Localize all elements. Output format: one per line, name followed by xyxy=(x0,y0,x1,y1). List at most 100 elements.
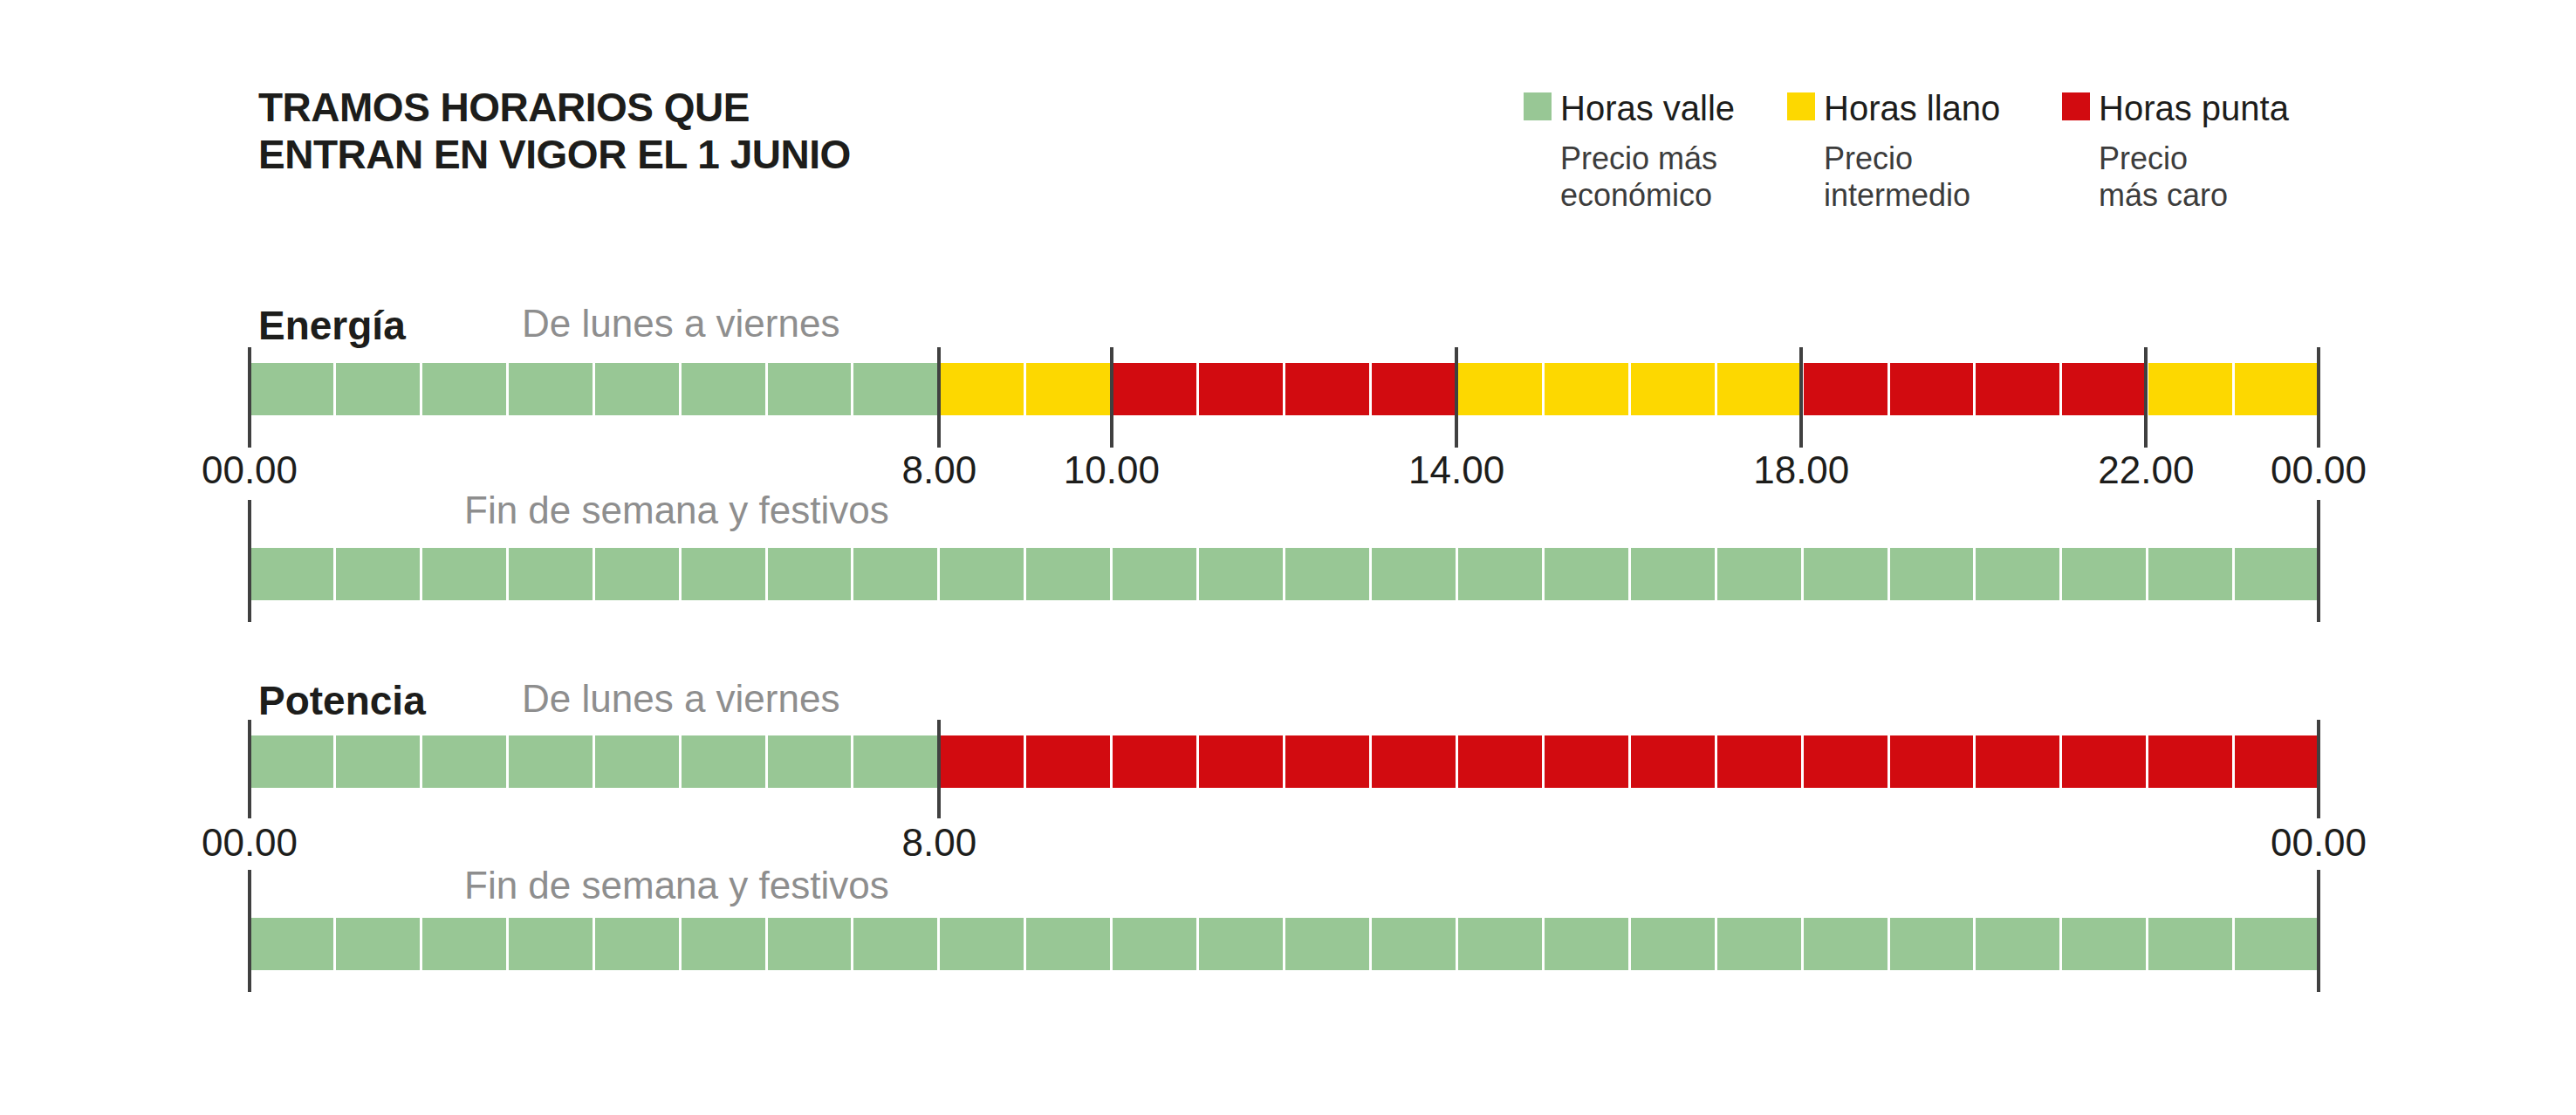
axis-tick-potencia-0 xyxy=(248,720,251,818)
hour-cell-2 xyxy=(422,363,509,415)
row-label-weekdays-energia: De lunes a viernes xyxy=(522,302,839,345)
hour-cell-0 xyxy=(250,918,336,970)
hour-cell-15 xyxy=(1545,918,1631,970)
hour-cell-17 xyxy=(1717,735,1804,788)
hour-cell-15 xyxy=(1545,735,1631,788)
hour-cell-8 xyxy=(940,548,1026,600)
hour-cell-6 xyxy=(768,548,854,600)
row-label-weekend-energia: Fin de semana y festivos xyxy=(464,489,889,532)
hour-cell-22 xyxy=(2148,548,2235,600)
hour-cell-13 xyxy=(1372,918,1458,970)
legend-label-valle: Horas valle xyxy=(1560,91,1735,126)
hour-cell-11 xyxy=(1199,735,1285,788)
axis-tick-label-energia-0: 00.00 xyxy=(145,448,354,492)
hour-cell-17 xyxy=(1717,363,1804,415)
hour-cell-3 xyxy=(509,363,595,415)
hour-cell-9 xyxy=(1026,363,1113,415)
legend-swatch-punta xyxy=(2062,92,2090,120)
axis-tick-potencia-24 xyxy=(2317,720,2320,818)
hour-cell-0 xyxy=(250,548,336,600)
hour-cell-20 xyxy=(1976,735,2062,788)
hour-cell-20 xyxy=(1976,363,2062,415)
row-label-weekdays-potencia: De lunes a viernes xyxy=(522,677,839,721)
hour-cell-14 xyxy=(1458,363,1545,415)
infographic-canvas: TRAMOS HORARIOS QUE ENTRAN EN VIGOR EL 1… xyxy=(0,0,2576,1115)
band-bar-potencia-weekend xyxy=(250,918,2319,970)
hour-cell-22 xyxy=(2148,918,2235,970)
hour-cell-12 xyxy=(1285,363,1372,415)
axis-tick-potencia-24 xyxy=(2317,870,2320,992)
hour-cell-7 xyxy=(853,363,940,415)
hour-cell-23 xyxy=(2235,918,2319,970)
hour-cell-13 xyxy=(1372,548,1458,600)
hour-cell-16 xyxy=(1631,918,1717,970)
hour-cell-1 xyxy=(336,363,422,415)
hour-cell-14 xyxy=(1458,735,1545,788)
legend-subline: Precio xyxy=(1824,140,1970,177)
axis-tick-label-potencia-0: 00.00 xyxy=(145,821,354,865)
hour-cell-8 xyxy=(940,735,1026,788)
hour-cell-21 xyxy=(2062,735,2148,788)
hour-cell-19 xyxy=(1890,363,1977,415)
hour-cell-0 xyxy=(250,363,336,415)
hour-cell-20 xyxy=(1976,918,2062,970)
hour-cell-13 xyxy=(1372,735,1458,788)
hour-cell-5 xyxy=(682,363,768,415)
hour-cell-23 xyxy=(2235,363,2319,415)
legend-subline: económico xyxy=(1560,177,1717,214)
hour-cell-21 xyxy=(2062,548,2148,600)
axis-tick-energia-24 xyxy=(2317,347,2320,448)
hour-cell-18 xyxy=(1804,548,1890,600)
hour-cell-4 xyxy=(595,363,682,415)
legend-subline: más caro xyxy=(2099,177,2228,214)
axis-tick-label-energia-14: 14.00 xyxy=(1352,448,1561,492)
axis-tick-potencia-8 xyxy=(937,720,941,818)
hour-cell-2 xyxy=(422,735,509,788)
hour-cell-3 xyxy=(509,735,595,788)
axis-tick-label-potencia-24: 00.00 xyxy=(2214,821,2423,865)
axis-tick-label-energia-10: 10.00 xyxy=(1007,448,1216,492)
hour-cell-16 xyxy=(1631,363,1717,415)
axis-tick-energia-10 xyxy=(1110,347,1113,448)
axis-tick-energia-0 xyxy=(248,347,251,448)
hour-cell-4 xyxy=(595,735,682,788)
hour-cell-18 xyxy=(1804,363,1890,415)
axis-tick-label-energia-24: 00.00 xyxy=(2214,448,2423,492)
axis-tick-energia-0 xyxy=(248,500,251,622)
legend-label-llano: Horas llano xyxy=(1824,91,2000,126)
hour-cell-5 xyxy=(682,735,768,788)
band-bar-potencia-weekdays xyxy=(250,735,2319,788)
hour-cell-8 xyxy=(940,363,1026,415)
hour-cell-1 xyxy=(336,735,422,788)
legend-sublabel-llano: Preciointermedio xyxy=(1824,140,1970,214)
legend-label-punta: Horas punta xyxy=(2099,91,2289,126)
legend-swatch-valle xyxy=(1524,92,1552,120)
hour-cell-6 xyxy=(768,363,854,415)
axis-tick-energia-8 xyxy=(937,347,941,448)
hour-cell-7 xyxy=(853,548,940,600)
hour-cell-12 xyxy=(1285,548,1372,600)
hour-cell-11 xyxy=(1199,548,1285,600)
section-title-potencia: Potencia xyxy=(258,677,426,724)
hour-cell-19 xyxy=(1890,735,1977,788)
hour-cell-5 xyxy=(682,548,768,600)
chart-title: TRAMOS HORARIOS QUE ENTRAN EN VIGOR EL 1… xyxy=(258,84,851,178)
legend-swatch-llano xyxy=(1787,92,1815,120)
axis-tick-energia-14 xyxy=(1455,347,1458,448)
hour-cell-22 xyxy=(2148,363,2235,415)
hour-cell-3 xyxy=(509,918,595,970)
hour-cell-21 xyxy=(2062,918,2148,970)
hour-cell-4 xyxy=(595,918,682,970)
hour-cell-14 xyxy=(1458,548,1545,600)
hour-cell-4 xyxy=(595,548,682,600)
hour-cell-1 xyxy=(336,548,422,600)
hour-cell-12 xyxy=(1285,735,1372,788)
axis-tick-label-potencia-8: 8.00 xyxy=(834,821,1044,865)
hour-cell-10 xyxy=(1113,548,1199,600)
hour-cell-1 xyxy=(336,918,422,970)
row-label-weekend-potencia: Fin de semana y festivos xyxy=(464,864,889,907)
legend-sublabel-valle: Precio máseconómico xyxy=(1560,140,1717,214)
legend-subline: Precio más xyxy=(1560,140,1717,177)
hour-cell-2 xyxy=(422,548,509,600)
axis-tick-label-energia-18: 18.00 xyxy=(1696,448,1906,492)
